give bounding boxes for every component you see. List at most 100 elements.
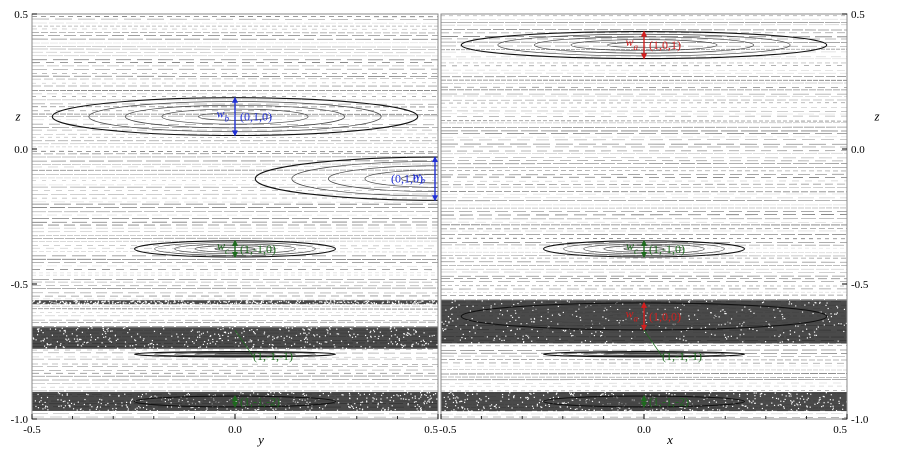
chaotic-speck bbox=[532, 407, 535, 409]
chaotic-speck bbox=[150, 301, 153, 303]
chaotic-speck bbox=[483, 406, 485, 408]
chaotic-speck bbox=[405, 334, 407, 336]
chaotic-speck bbox=[107, 402, 109, 405]
chaotic-speck bbox=[195, 339, 198, 341]
chaotic-speck bbox=[540, 406, 542, 408]
chaotic-speck bbox=[791, 401, 793, 403]
orbit-line bbox=[441, 115, 847, 118]
chaotic-speck bbox=[187, 392, 189, 395]
chaotic-speck bbox=[688, 318, 690, 320]
chaotic-speck bbox=[198, 401, 200, 403]
chaotic-speck bbox=[336, 328, 338, 330]
chaotic-speck bbox=[601, 393, 603, 395]
chaotic-speck bbox=[522, 341, 525, 344]
chaotic-speck bbox=[431, 335, 433, 337]
chaotic-speck bbox=[365, 302, 367, 305]
chaotic-speck bbox=[741, 404, 743, 406]
chaotic-speck bbox=[368, 300, 370, 303]
orbit-line bbox=[32, 150, 438, 153]
chaotic-speck bbox=[375, 303, 377, 306]
chaotic-speck bbox=[467, 410, 470, 412]
chaotic-speck bbox=[434, 393, 437, 395]
chaotic-speck bbox=[804, 324, 806, 326]
chaotic-speck bbox=[469, 310, 472, 312]
chaotic-speck bbox=[243, 330, 245, 332]
chaotic-speck bbox=[369, 346, 371, 348]
chaotic-speck bbox=[677, 306, 679, 309]
chaotic-speck bbox=[172, 397, 174, 399]
chaotic-speck bbox=[417, 404, 419, 406]
chaotic-speck bbox=[478, 408, 480, 411]
chaotic-speck bbox=[562, 403, 564, 405]
chaotic-speck bbox=[124, 341, 127, 343]
chaotic-speck bbox=[471, 410, 473, 412]
chaotic-speck bbox=[239, 304, 241, 306]
orbit-line bbox=[441, 261, 847, 263]
chaotic-speck bbox=[427, 400, 429, 402]
chaotic-speck bbox=[576, 315, 578, 317]
chaotic-speck bbox=[724, 323, 726, 325]
chaotic-speck bbox=[491, 322, 493, 324]
chaotic-speck bbox=[804, 401, 806, 403]
chaotic-speck bbox=[219, 335, 221, 337]
chaotic-speck bbox=[333, 304, 336, 306]
chaotic-speck bbox=[527, 398, 529, 400]
chaotic-speck bbox=[591, 332, 593, 335]
chaotic-speck bbox=[168, 392, 170, 394]
chaotic-speck bbox=[415, 300, 417, 302]
chaotic-speck bbox=[237, 337, 239, 339]
chaotic-speck bbox=[654, 403, 656, 405]
chaotic-speck bbox=[827, 307, 829, 310]
chaotic-speck bbox=[661, 410, 664, 413]
chaotic-speck bbox=[485, 395, 487, 398]
chaotic-speck bbox=[308, 328, 310, 331]
chaotic-speck bbox=[272, 347, 274, 350]
chaotic-speck bbox=[547, 308, 549, 310]
chaotic-speck bbox=[382, 407, 384, 409]
chaotic-speck bbox=[338, 303, 340, 306]
chaotic-speck bbox=[660, 409, 662, 411]
chaotic-speck bbox=[121, 402, 123, 404]
chaotic-speck bbox=[347, 301, 349, 303]
chaotic-speck bbox=[522, 308, 525, 310]
chaotic-speck bbox=[73, 338, 76, 340]
chaotic-speck bbox=[152, 343, 155, 346]
chaotic-speck bbox=[418, 398, 420, 400]
chaotic-speck bbox=[46, 344, 48, 346]
chaotic-speck bbox=[425, 342, 427, 344]
resonance-label: (0,1,0) bbox=[240, 110, 272, 124]
chaotic-speck bbox=[288, 404, 290, 407]
chaotic-speck bbox=[823, 396, 825, 398]
chaotic-speck bbox=[823, 402, 825, 404]
chaotic-speck bbox=[193, 303, 196, 305]
chaotic-speck bbox=[416, 408, 418, 410]
chaotic-speck bbox=[355, 406, 357, 409]
chaotic-speck bbox=[189, 302, 192, 305]
chaotic-speck bbox=[209, 300, 211, 302]
chaotic-speck bbox=[538, 402, 541, 404]
chaotic-speck bbox=[720, 324, 723, 326]
chaotic-speck bbox=[217, 327, 219, 330]
chaotic-speck bbox=[253, 300, 255, 303]
chaotic-speck bbox=[78, 338, 81, 341]
chaotic-speck bbox=[432, 301, 435, 303]
chaotic-speck bbox=[190, 303, 192, 305]
chaotic-speck bbox=[126, 406, 128, 408]
chaotic-speck bbox=[80, 345, 82, 347]
chaotic-speck bbox=[62, 346, 64, 348]
chaotic-speck bbox=[834, 313, 836, 315]
chaotic-speck bbox=[389, 328, 391, 330]
chaotic-speck bbox=[580, 330, 583, 333]
chaotic-speck bbox=[464, 337, 466, 340]
chaotic-speck bbox=[495, 407, 497, 409]
chaotic-speck bbox=[572, 399, 574, 401]
chaotic-speck bbox=[290, 337, 293, 339]
chaotic-speck bbox=[288, 301, 290, 303]
chaotic-speck bbox=[773, 309, 775, 311]
chaotic-speck bbox=[515, 312, 517, 314]
chaotic-speck bbox=[464, 401, 466, 403]
chaotic-speck bbox=[295, 303, 297, 306]
chaotic-speck bbox=[426, 303, 428, 305]
chaotic-speck bbox=[153, 408, 155, 410]
chaotic-speck bbox=[509, 392, 511, 394]
